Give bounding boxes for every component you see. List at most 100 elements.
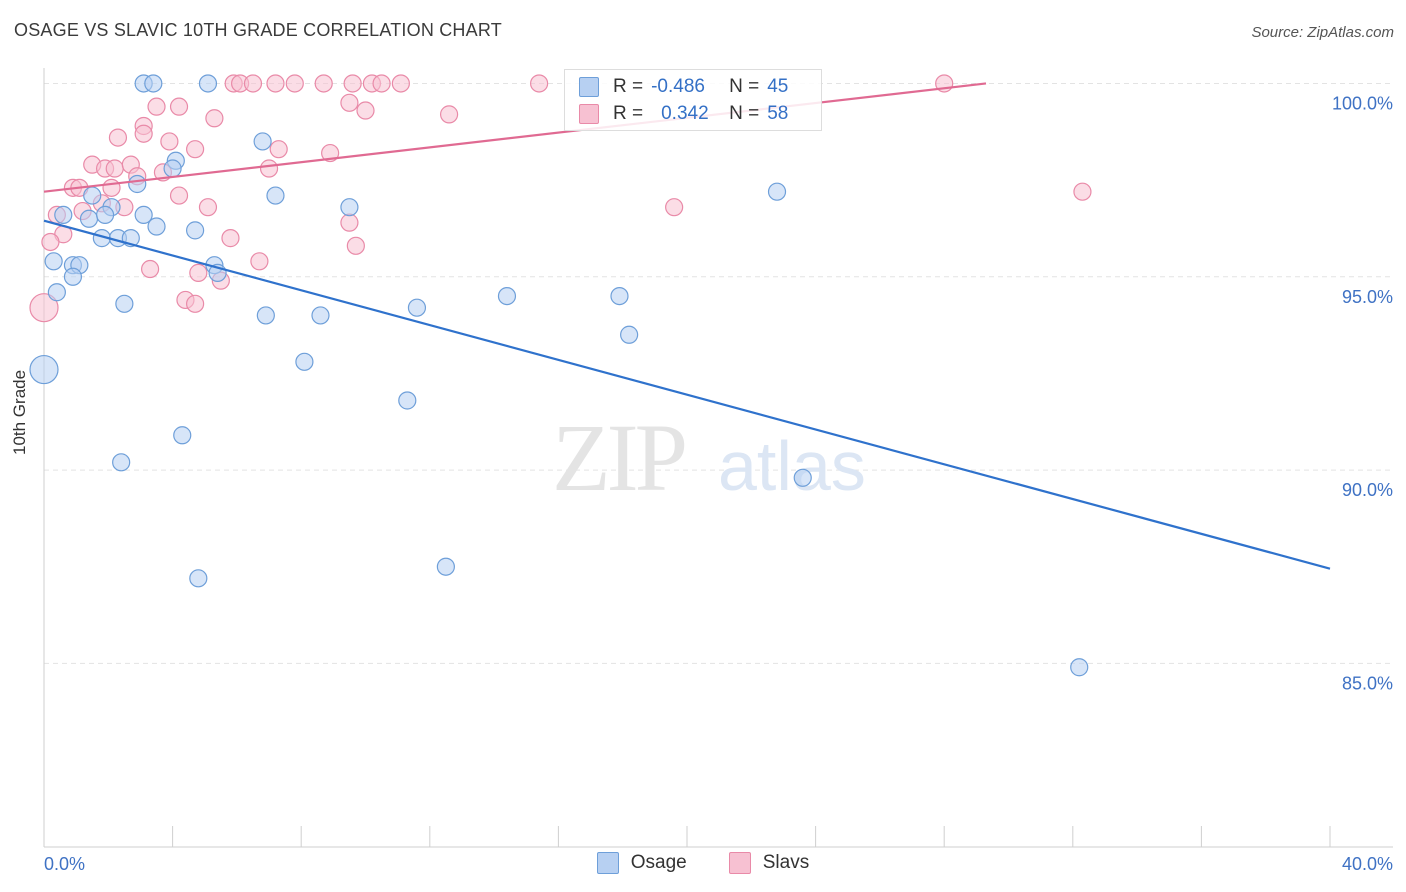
osage-point xyxy=(83,186,102,205)
osage-point xyxy=(793,468,812,487)
slavs-point xyxy=(169,186,189,205)
slavs-point xyxy=(108,128,128,147)
slavs-point xyxy=(314,74,333,93)
x-tick-labels: 0.0% 40.0% xyxy=(44,854,1393,874)
osage-point xyxy=(173,426,192,445)
osage-point xyxy=(115,294,134,313)
osage-point xyxy=(311,306,330,325)
slavs-points xyxy=(29,74,1092,323)
slavs-point xyxy=(372,74,391,93)
slavs-point xyxy=(160,132,179,151)
slavs-point xyxy=(665,198,684,217)
x-ticks xyxy=(172,826,1331,847)
trend-lines xyxy=(43,82,1331,570)
slavs-point xyxy=(29,293,59,323)
osage-point xyxy=(134,205,153,225)
y-tick-label: 95.0% xyxy=(1342,287,1393,307)
slavs-point xyxy=(266,74,285,93)
watermark-atlas: atlas xyxy=(718,427,866,505)
osage-n-value: 45 xyxy=(767,76,789,97)
slavs-point xyxy=(259,159,279,178)
osage-point xyxy=(29,354,59,385)
slavs-n-value: 58 xyxy=(767,103,789,124)
osage-point xyxy=(767,182,787,201)
osage-point xyxy=(398,391,417,410)
x-tick-label: 0.0% xyxy=(44,854,85,874)
slavs-point xyxy=(439,105,459,124)
slavs-r-label: R = xyxy=(613,103,644,124)
osage-point xyxy=(128,174,147,194)
slavs-point xyxy=(340,213,359,232)
legend-osage-swatch xyxy=(596,852,619,874)
slavs-point xyxy=(269,140,288,159)
slavs-point xyxy=(198,198,218,217)
slavs-point xyxy=(147,97,166,116)
slavs-point xyxy=(250,252,269,271)
osage-point xyxy=(112,453,131,472)
slavs-point xyxy=(205,109,224,128)
slavs-point xyxy=(285,74,304,93)
slavs-r-value: 0.342 xyxy=(661,103,709,124)
slavs-point xyxy=(169,97,189,116)
legend-osage-label: Osage xyxy=(630,852,687,873)
osage-r-label: R = xyxy=(613,76,644,97)
slavs-trend-line xyxy=(43,82,987,193)
osage-point xyxy=(256,306,275,325)
legend-item-osage[interactable]: Osage xyxy=(596,852,687,874)
osage-point xyxy=(144,74,163,93)
slavs-point xyxy=(186,140,205,159)
watermark: ZIP atlas xyxy=(552,404,866,511)
osage-point xyxy=(198,74,218,93)
slavs-point xyxy=(189,263,208,282)
y-tick-label: 90.0% xyxy=(1342,480,1393,500)
slavs-n-label: N = xyxy=(729,103,760,124)
gridlines xyxy=(44,82,1393,664)
slavs-point xyxy=(346,236,365,255)
legend: Osage Slavs xyxy=(0,852,1406,874)
osage-points xyxy=(29,74,1089,677)
slavs-point xyxy=(340,93,359,112)
legend-slavs-swatch xyxy=(728,852,751,874)
osage-point xyxy=(147,217,166,236)
slavs-point xyxy=(186,294,205,313)
osage-r-value: -0.486 xyxy=(651,76,705,97)
osage-point xyxy=(1070,658,1089,677)
osage-point xyxy=(253,132,272,151)
osage-point xyxy=(266,186,285,205)
y-tick-label: 100.0% xyxy=(1332,93,1393,113)
slavs-point xyxy=(105,159,124,178)
slavs-point xyxy=(1073,182,1092,201)
slavs-point xyxy=(530,74,549,93)
osage-point xyxy=(44,252,63,271)
osage-point xyxy=(63,267,83,286)
slavs-point xyxy=(41,232,60,252)
osage-point xyxy=(186,221,205,240)
slavs-point xyxy=(221,229,240,248)
osage-point xyxy=(295,352,314,371)
axes xyxy=(43,68,1393,848)
chart-title: OSAGE VS SLAVIC 10TH GRADE CORRELATION C… xyxy=(14,20,502,40)
osage-point xyxy=(436,557,455,576)
osage-n-label: N = xyxy=(729,76,760,97)
osage-point xyxy=(620,325,639,344)
legend-slavs-label: Slavs xyxy=(762,852,810,873)
osage-point xyxy=(610,286,629,306)
osage-point xyxy=(79,209,99,228)
slavs-point xyxy=(343,74,362,93)
legend-item-slavs[interactable]: Slavs xyxy=(728,852,810,874)
stats-row-slavs: R = 0.342 N = 58 xyxy=(579,103,788,125)
x-tick-label: 40.0% xyxy=(1342,854,1393,874)
slavs-point xyxy=(356,101,375,120)
osage-swatch xyxy=(579,77,599,97)
osage-point xyxy=(407,298,427,317)
slavs-point xyxy=(391,74,410,93)
slavs-point xyxy=(140,259,160,279)
y-tick-labels: 100.0% 95.0% 90.0% 85.0% xyxy=(1332,93,1393,693)
osage-point xyxy=(47,283,66,302)
osage-point xyxy=(95,205,115,225)
y-tick-label: 85.0% xyxy=(1342,673,1393,693)
osage-point xyxy=(189,569,208,588)
slavs-swatch xyxy=(579,104,599,124)
source-label: Source: ZipAtlas.com xyxy=(1251,24,1394,41)
